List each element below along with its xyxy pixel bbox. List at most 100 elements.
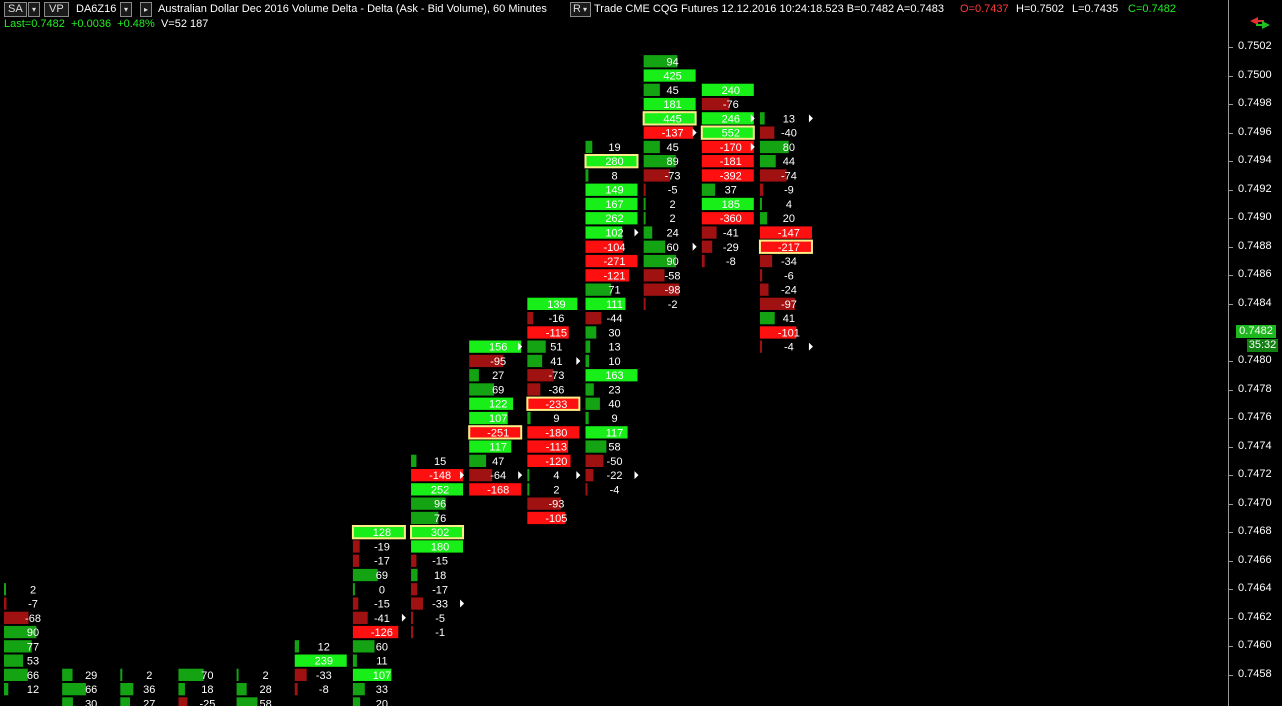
price-marker-icon (460, 599, 465, 608)
delta-label: -41 (374, 613, 390, 625)
delta-label: 80 (783, 142, 795, 154)
delta-label: -34 (781, 256, 797, 268)
price-marker-icon (808, 114, 813, 123)
delta-label: -180 (545, 427, 567, 439)
delta-label: 70 (201, 670, 213, 682)
study-dropdown-icon[interactable]: ▸ (140, 2, 152, 17)
delta-label: 94 (666, 56, 678, 68)
delta-bar (585, 197, 638, 211)
delta-label: 71 (608, 285, 620, 297)
delta-label: -251 (487, 427, 509, 439)
axis-tick (1228, 503, 1233, 505)
delta-label: 122 (489, 399, 507, 411)
delta-label: 96 (434, 499, 446, 511)
delta-bar (352, 683, 365, 696)
delta-bar (4, 625, 37, 639)
delta-label: 2 (553, 484, 559, 496)
delta-bar (411, 597, 423, 610)
price-axis[interactable] (1228, 0, 1282, 706)
delta-bar (352, 554, 359, 567)
delta-bar (294, 640, 300, 653)
max-delta-bar (468, 425, 523, 440)
delta-bar (469, 369, 479, 382)
delta-label: 28 (259, 684, 271, 696)
sa-button[interactable]: SA (4, 2, 27, 17)
delta-label: 252 (431, 484, 449, 496)
delta-label: 180 (431, 542, 449, 554)
delta-bar (585, 240, 623, 253)
delta-label: 111 (606, 299, 623, 311)
delta-label: 60 (666, 242, 678, 254)
delta-label: 9 (553, 413, 559, 425)
delta-label: 18 (434, 570, 446, 582)
axis-tick (1228, 646, 1233, 648)
footprint-plot[interactable]: 2 -7 -68 90 77 53 66 12 29 66 30 2 36 27 70 18 -25 2 28 58 1… (0, 34, 1228, 706)
axis-tick-label: 0.7488 (1238, 239, 1272, 252)
delta-label: -15 (432, 556, 448, 568)
delta-label: 107 (489, 413, 507, 425)
delta-label: 41 (783, 313, 795, 325)
axis-tick (1228, 475, 1233, 477)
delta-bar (411, 554, 417, 567)
delta-bar (4, 668, 28, 681)
delta-label: 76 (434, 513, 446, 525)
delta-bar (527, 383, 541, 396)
delta-label: -7 (28, 599, 38, 611)
delta-bar (352, 568, 378, 582)
delta-label: -33 (432, 599, 448, 611)
delta-label: 58 (259, 698, 271, 706)
delta-bar (643, 254, 677, 268)
delta-label: 13 (783, 113, 795, 125)
r-dropdown-icon[interactable]: ▾ (580, 2, 591, 17)
delta-label: -1 (435, 627, 445, 639)
delta-bar (585, 212, 638, 225)
delta-label: -22 (607, 470, 623, 482)
delta-bar (759, 340, 762, 353)
delta-bar (759, 312, 775, 325)
delta-label: 445 (663, 113, 681, 125)
delta-label: 240 (722, 85, 740, 97)
delta-label: -4 (610, 484, 620, 496)
delta-label: 58 (608, 442, 620, 454)
delta-bar (527, 297, 578, 310)
axis-tick (1228, 446, 1233, 448)
delta-label: 107 (373, 670, 391, 682)
delta-bar (643, 97, 696, 111)
delta-label: -24 (781, 285, 797, 297)
delta-label: -5 (435, 613, 445, 625)
delta-bar (352, 668, 392, 681)
axis-tick (1228, 218, 1233, 220)
axis-tick-label: 0.7476 (1238, 411, 1272, 423)
delta-bar (585, 297, 626, 310)
delta-label: 15 (434, 456, 446, 468)
delta-bar (178, 683, 185, 696)
delta-bar (585, 169, 589, 182)
quote-info: Trade CME CQG Futures 12.12.2016 10:24:1… (594, 3, 944, 15)
delta-label: 45 (666, 85, 678, 97)
delta-label: 90 (666, 256, 678, 268)
last-price-marker: 0.7482 (1236, 325, 1276, 339)
delta-label: -233 (545, 399, 567, 411)
delta-label: -8 (319, 684, 329, 696)
vp-button[interactable]: VP (44, 2, 69, 17)
delta-bar (4, 611, 29, 624)
delta-label: 4 (786, 199, 792, 211)
delta-bar (527, 497, 561, 510)
delta-label: -113 (546, 442, 567, 454)
delta-label: -17 (374, 556, 390, 568)
delta-label: 2 (670, 213, 676, 225)
delta-bar (527, 426, 580, 439)
axis-tick-label: 0.7466 (1238, 553, 1272, 566)
delta-label: -4 (784, 342, 794, 354)
scroll-arrows-icon[interactable] (1248, 16, 1272, 30)
delta-bar (120, 683, 134, 696)
delta-bar (701, 197, 754, 211)
price-marker-icon (518, 342, 523, 351)
percent-change: +0.48% (117, 18, 155, 30)
symbol-dropdown-icon[interactable]: ▾ (120, 2, 132, 17)
delta-label: -101 (778, 327, 800, 339)
sa-dropdown-icon[interactable]: ▾ (28, 2, 40, 17)
delta-label: 280 (605, 156, 623, 168)
symbol-label[interactable]: DA6Z16 (76, 3, 117, 15)
delta-bar (701, 112, 754, 125)
